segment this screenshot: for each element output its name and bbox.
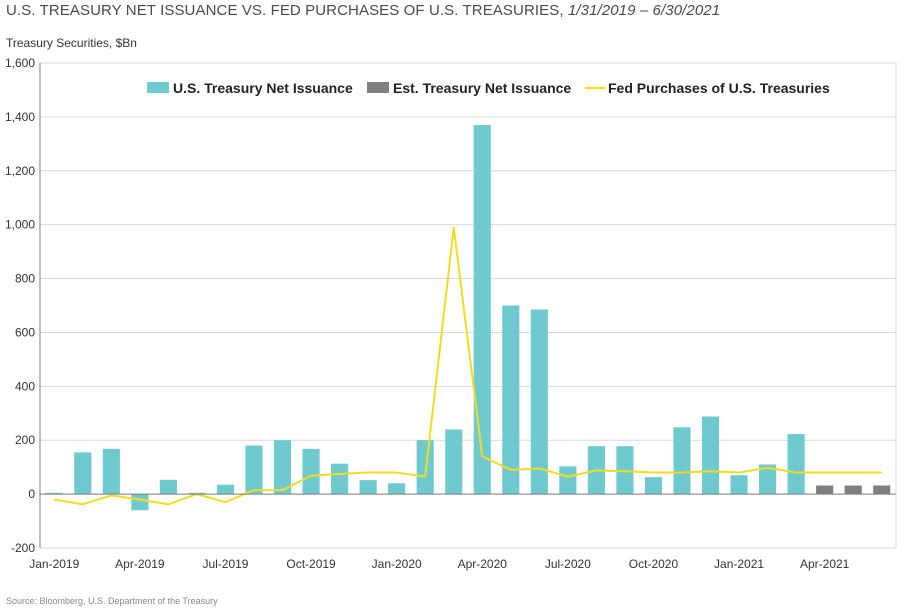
y-tick-label: 0 <box>28 487 35 501</box>
estimated-issuance-bar <box>844 485 862 495</box>
fed-purchases-line <box>54 226 882 506</box>
issuance-bar <box>302 448 320 495</box>
x-tick-label: Apr-2021 <box>800 557 850 571</box>
y-axis-unit-label: Treasury Securities, $Bn <box>6 36 137 50</box>
x-tick-label: Jul-2020 <box>545 557 591 571</box>
issuance-bar <box>759 464 777 495</box>
chart-title: U.S. TREASURY NET ISSUANCE VS. FED PURCH… <box>6 2 720 19</box>
issuance-bar <box>787 434 805 495</box>
bar-series <box>45 124 891 511</box>
x-tick-label: Apr-2019 <box>115 557 165 571</box>
issuance-bar <box>559 466 577 495</box>
issuance-bar <box>416 440 434 495</box>
x-tick-label: Oct-2019 <box>286 557 336 571</box>
issuance-bar <box>159 479 177 495</box>
issuance-bar <box>273 440 292 495</box>
issuance-bar <box>644 477 663 495</box>
issuance-bar <box>131 494 149 511</box>
issuance-bar <box>502 305 520 495</box>
y-tick-label: 1,200 <box>5 164 35 178</box>
legend-label: U.S. Treasury Net Issuance <box>173 80 353 96</box>
issuance-bar <box>616 446 634 495</box>
issuance-bar <box>530 309 548 495</box>
y-tick-label: 800 <box>15 272 35 286</box>
x-tick-label: Jul-2019 <box>202 557 248 571</box>
axes: -200 0 200 400 600 800 1,000 1,200 1,400 1,600 Jan… <box>5 56 896 571</box>
x-tick-label: Jan-2021 <box>714 557 764 571</box>
issuance-bar <box>445 429 463 495</box>
y-tick-label: 400 <box>15 379 35 393</box>
issuance-bar <box>473 124 491 495</box>
issuance-bar <box>245 445 263 495</box>
x-tick-label: Oct-2020 <box>629 557 679 571</box>
chart-title-main: U.S. TREASURY NET ISSUANCE VS. FED PURCH… <box>6 2 564 19</box>
legend-label: Est. Treasury Net Issuance <box>393 80 571 96</box>
legend-swatch <box>367 82 389 93</box>
y-tick-label: 200 <box>15 433 35 447</box>
chart-title-range: 1/31/2019 – 6/30/2021 <box>567 2 721 19</box>
issuance-bar <box>74 452 92 495</box>
issuance-bar <box>45 492 63 495</box>
x-tick-label: Jan-2020 <box>372 557 422 571</box>
source-note: Source: Bloomberg, U.S. Department of th… <box>6 596 218 606</box>
y-tick-label: 600 <box>15 325 35 339</box>
y-tick-label: 1,400 <box>5 110 35 124</box>
estimated-issuance-bar <box>873 485 891 495</box>
x-tick-label: Apr-2020 <box>458 557 508 571</box>
x-tick-label: Jan-2019 <box>29 557 79 571</box>
issuance-bar <box>673 427 691 495</box>
legend-swatch <box>147 82 169 93</box>
issuance-bar <box>388 483 406 495</box>
y-tick-label: 1,600 <box>5 56 35 70</box>
y-tick-label: -200 <box>11 541 35 555</box>
issuance-bar <box>216 484 235 495</box>
grid-lines <box>39 62 897 549</box>
issuance-bar <box>359 480 377 495</box>
issuance-bar <box>730 475 748 495</box>
issuance-bar <box>102 448 120 495</box>
line-series <box>54 226 882 506</box>
estimated-issuance-bar <box>816 485 834 495</box>
y-tick-label: 1,000 <box>5 218 35 232</box>
legend: U.S. Treasury Net Issuance Est. Treasury … <box>147 80 830 96</box>
issuance-bar <box>331 463 349 495</box>
legend-label: Fed Purchases of U.S. Treasuries <box>608 80 830 96</box>
issuance-bar <box>701 416 720 495</box>
